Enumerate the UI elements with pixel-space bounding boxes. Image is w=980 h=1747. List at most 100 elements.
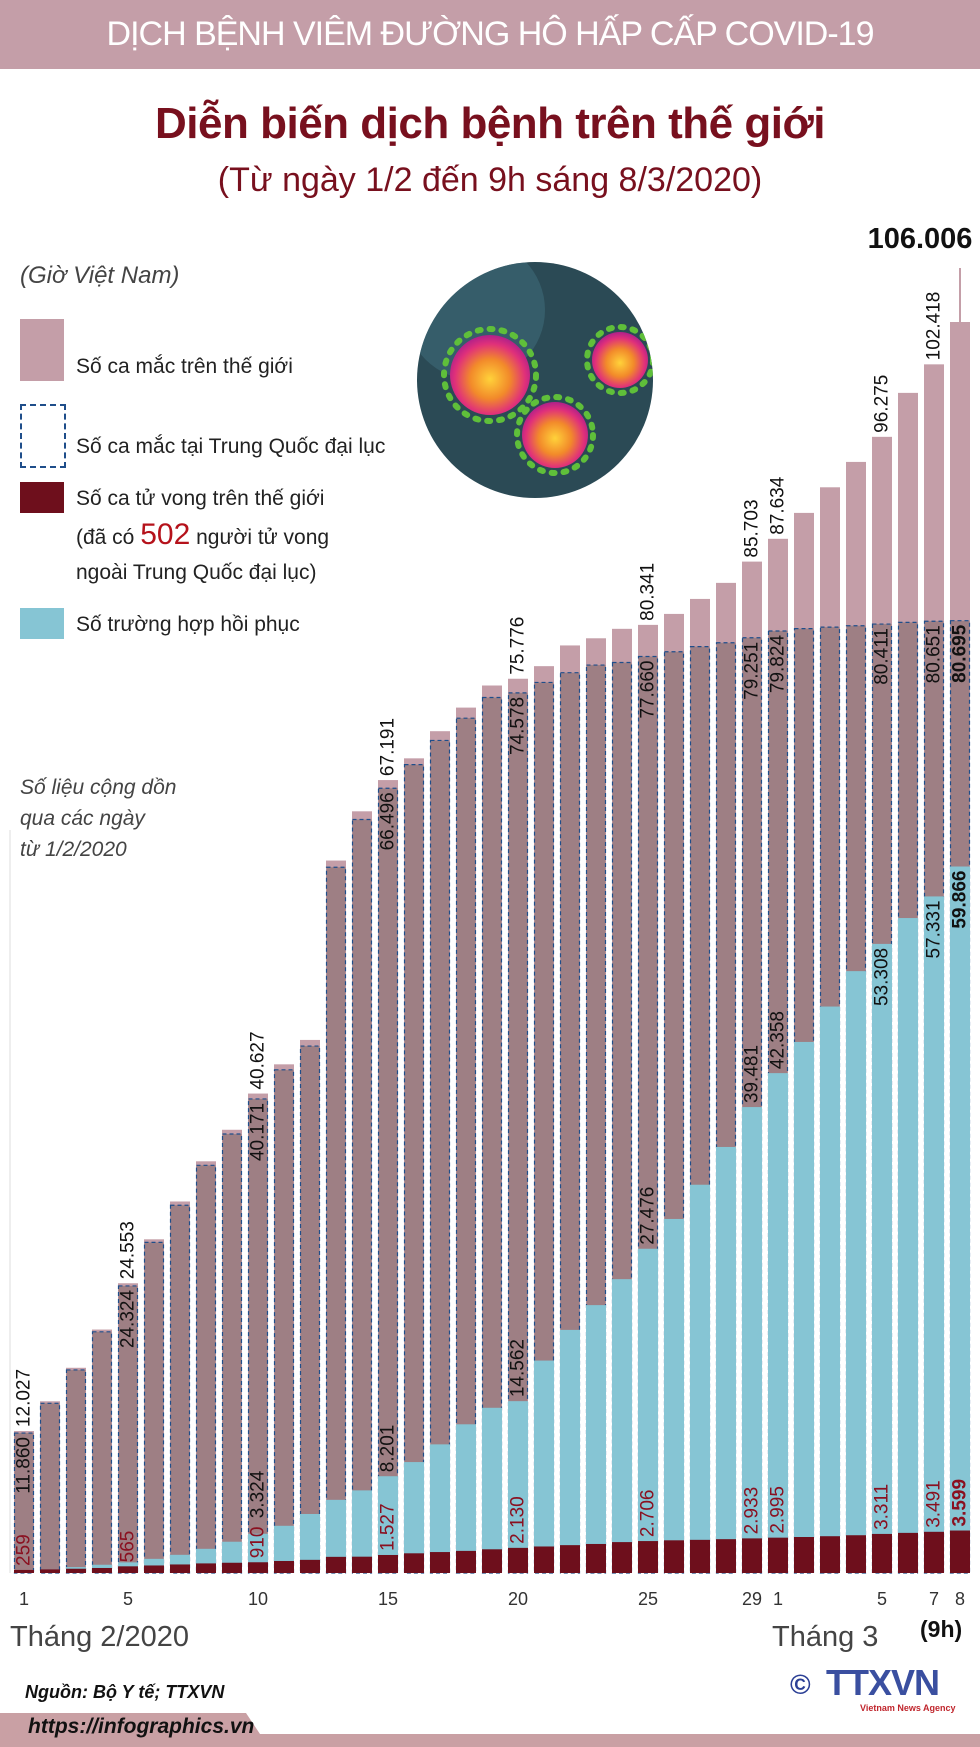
bar-deaths [222,1562,242,1573]
virus-image [417,262,653,498]
bar-deaths [14,1569,34,1573]
bar-recovered [326,1499,346,1573]
label-china-cases: 80.651 [924,625,945,683]
bar-deaths [326,1556,346,1573]
bar-deaths [742,1538,762,1573]
bar-recovered [456,1424,476,1573]
label-recovered: 53.308 [872,948,893,1006]
bar-recovered [742,1107,762,1573]
bar-deaths [898,1532,918,1573]
label-deaths: 1.527 [378,1503,399,1551]
deaths-outside-china-count: 502 [140,518,191,551]
bar-deaths [170,1564,190,1573]
x-tick-label: 5 [123,1589,133,1609]
label-recovered: 39.481 [742,1045,763,1103]
label-china-cases: 74.578 [508,697,529,755]
bar-deaths [664,1540,684,1573]
bar-deaths [196,1563,216,1573]
bar-recovered [690,1184,710,1573]
bar-china-cases [91,1331,113,1574]
label-recovered: 42.358 [768,1011,789,1069]
bar-recovered [820,1006,840,1573]
x-tick-label: 10 [248,1589,268,1609]
x-tick-label: 29 [742,1589,762,1609]
label-deaths: 3.599 [950,1479,971,1527]
bar-recovered [482,1407,502,1573]
label-world-cases: 80.341 [638,563,659,621]
label-recovered: 27.476 [638,1187,659,1245]
cumulative-note-line: từ 1/2/2020 [20,838,127,861]
x-tick-label: 5 [877,1589,887,1609]
legend-china-label: Số ca mắc tại Trung Quốc đại lục [76,435,386,458]
bar-deaths [586,1543,606,1573]
bar-recovered [950,866,970,1573]
bar-deaths [66,1568,86,1573]
page-title: Diễn biến dịch bệnh trên thế giới [155,99,825,148]
month-label-feb: Tháng 2/2020 [10,1621,189,1653]
cumulative-note: Số liệu cộng dồn qua các ngày từ 1/2/202… [20,772,176,865]
logo-text: TTXVN [826,1662,940,1703]
bar-china-cases [299,1045,321,1574]
deaths-note-prefix: (đã có [76,526,135,549]
bar-deaths [872,1533,892,1573]
bar-recovered [846,971,866,1573]
bar-recovered [898,918,918,1573]
label-china-cases: 66.496 [378,792,399,850]
bar-recovered [300,1513,320,1573]
bar-deaths [352,1556,372,1573]
bar-deaths [248,1562,268,1573]
bar-recovered [872,943,892,1573]
label-recovered: 59.866 [950,871,971,929]
label-deaths: 3.311 [872,1484,893,1530]
page-subtitle: (Từ ngày 1/2 đến 9h sáng 8/3/2020) [217,161,763,199]
bar-deaths [144,1565,164,1573]
deaths-note-suffix: người tử vong [196,526,330,549]
bar-recovered [664,1218,684,1573]
label-world-cases: 96.275 [872,375,893,433]
label-china-cases: 40.171 [248,1103,269,1161]
bar-deaths [274,1560,294,1573]
bar-recovered [378,1476,398,1573]
website-link[interactable]: https://infographics.vn [28,1715,255,1738]
label-world-cases: 12.027 [14,1369,35,1427]
label-deaths: 910 [248,1527,269,1559]
x-tick-label: 1 [19,1589,29,1609]
x-tick-label: 20 [508,1589,528,1609]
logo-subtext: Vietnam News Agency [860,1703,956,1713]
x-tick-label: 15 [378,1589,398,1609]
label-china-cases: 11.860 [14,1437,35,1494]
bar-deaths [404,1553,424,1573]
bar-recovered [534,1360,554,1573]
x-tick-label: 8 [955,1589,965,1609]
label-world-cases: 87.634 [768,476,789,535]
bar-deaths [300,1559,320,1573]
label-world-cases: 75.776 [508,617,529,675]
copyright-icon: © [790,1669,811,1700]
bar-recovered [352,1490,372,1573]
legend-deaths-label: Số ca tử vong trên thế giới [76,487,325,510]
bar-deaths [92,1567,112,1573]
legend-china-swatch [20,404,66,468]
bar-china-cases [169,1204,191,1574]
bar-china-cases [325,866,347,1574]
bar-china-cases [273,1069,295,1574]
legend-deaths-note: (đã có 502 người tử vong [76,520,330,554]
ttxvn-logo: © TTXVN Vietnam News Agency [790,1664,970,1714]
bar-china-cases [143,1241,165,1574]
label-deaths: 2.995 [768,1486,789,1534]
bar-china-cases [403,764,425,1574]
bar-deaths [612,1542,632,1573]
label-recovered: 8.201 [378,1425,399,1473]
label-world-cases: 85.703 [742,499,763,557]
x-tick-label: 1 [773,1589,783,1609]
legend-world-swatch [20,319,64,381]
legend-recovered-swatch [20,608,64,639]
bar-recovered [638,1248,658,1573]
bar-deaths [716,1539,736,1573]
bar-deaths [794,1537,814,1573]
label-world-cases: 40.627 [248,1031,269,1089]
bar-deaths [482,1549,502,1573]
label-china-cases: 77.660 [638,661,659,719]
x-tick-label: 7 [929,1589,939,1609]
